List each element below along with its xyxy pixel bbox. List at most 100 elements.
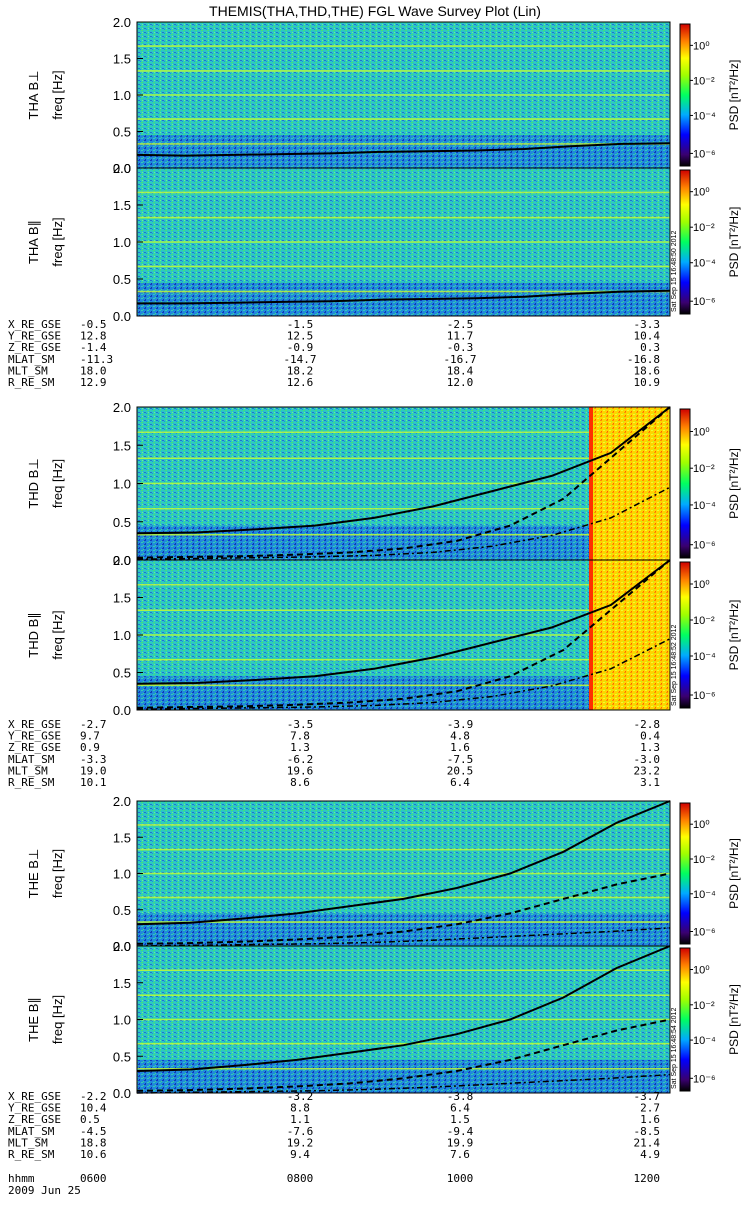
orbit-row-value: -6.2 (287, 753, 314, 766)
overlay-line-solid (137, 289, 671, 305)
colorbar-tick-label: 10⁻⁴ (693, 651, 716, 663)
orbit-row-value: -3.2 (287, 1090, 314, 1103)
overlay-line-dotdash (136, 486, 671, 560)
orbit-row-value: -8.5 (634, 1125, 661, 1138)
orbit-row-value: 0.9 (80, 741, 100, 754)
orbit-row-value: 1.1 (290, 1113, 310, 1126)
panel-yunit: freq [Hz] (50, 610, 65, 659)
overlay-line-solid (136, 406, 671, 535)
orbit-row-label: MLT_SM (8, 364, 48, 377)
orbit-row-value: -2.2 (80, 1090, 107, 1103)
orbit-row-value: 19.9 (447, 1136, 474, 1149)
orbit-row-label: R_RE_SM (8, 376, 55, 389)
spectrogram-panel-the-par: 0.0 0.5 1.0 1.5 2.0 THE B∥ freq [Hz] Sat Sep 15… (26, 939, 741, 1101)
y-tick-label: 1.5 (113, 198, 131, 213)
panel-ylabel: THE B∥ (26, 997, 41, 1042)
high-psd-edge (589, 407, 593, 560)
orbit-row-value: 10.4 (634, 330, 661, 343)
orbit-row-value: 21.4 (634, 1136, 661, 1149)
panel-ylabel: THA B⊥ (26, 71, 41, 120)
y-tick-label: 2.0 (113, 161, 131, 176)
orbit-row-value: -2.5 (447, 318, 474, 331)
y-tick-label: 0.5 (113, 903, 131, 918)
orbit-row-label: Z_RE_GSE (8, 341, 61, 354)
colorbar-tick-label: 10⁻² (693, 222, 715, 234)
colorbar-tick-label: 10⁰ (693, 426, 710, 438)
orbit-row-value: 0.3 (640, 341, 660, 354)
panel-timestamp: Sat Sep 15 16:48:52 2012 (671, 625, 678, 706)
y-tick-label: 1.0 (113, 867, 131, 882)
colorbar-label: PSD [nT²/Hz] (727, 207, 741, 278)
orbit-row-value: -3.3 (634, 318, 661, 331)
y-tick-label: 2.0 (113, 939, 131, 954)
y-tick-label: 2.0 (113, 15, 131, 30)
orbit-row-value: 19.0 (80, 764, 107, 777)
orbit-row-value: -0.5 (80, 318, 107, 331)
orbit-row-value: 18.6 (634, 364, 661, 377)
spectrogram-panel-tha-par: 0.0 0.5 1.0 1.5 2.0 THA B∥ freq [Hz] Sat Sep 15… (26, 161, 741, 324)
colorbar-label: PSD [nT²/Hz] (727, 448, 741, 519)
colorbar-tick-label: 10⁻² (693, 75, 715, 87)
colorbar-label: PSD [nT²/Hz] (727, 600, 741, 671)
y-tick-label: 1.0 (113, 88, 131, 103)
y-tick-label: 0.0 (113, 939, 131, 954)
y-tick-label: 0.0 (113, 309, 131, 324)
orbit-row-value: -2.7 (80, 718, 107, 731)
orbit-row-label: X_RE_GSE (8, 1090, 61, 1103)
overlay-line-solid (136, 800, 671, 926)
y-tick-label: 1.0 (113, 1013, 131, 1028)
orbit-row-label: MLAT_SM (8, 1125, 55, 1138)
y-tick-label: 0.0 (113, 703, 131, 718)
orbit-row-value: 8.8 (290, 1102, 310, 1115)
orbit-row-value: -3.3 (80, 753, 107, 766)
orbit-row-value: -3.7 (634, 1090, 661, 1103)
orbit-row-label: MLAT_SM (8, 753, 55, 766)
overlay-line-solid (136, 559, 671, 685)
colorbar (679, 408, 691, 559)
y-tick-label: 0.5 (113, 515, 131, 530)
colorbar-tick-label: 10⁰ (693, 579, 710, 591)
orbit-row-value: 1.6 (640, 1113, 660, 1126)
orbit-row-value: 20.5 (447, 764, 474, 777)
orbit-row-label: MLAT_SM (8, 353, 55, 366)
panel-yunit: freq [Hz] (50, 217, 65, 266)
panel-yunit: freq [Hz] (50, 849, 65, 898)
time-tick-label: 1000 (447, 1172, 474, 1185)
colorbar-tick-label: 10⁻⁴ (693, 258, 716, 270)
orbit-row-value: 4.9 (640, 1148, 660, 1161)
orbit-tables: X_RE_GSE -0.5 -1.5 -2.5 -3.3 Y_RE_GSE 12.8 12.5… (8, 318, 660, 1161)
orbit-row-value: -3.5 (287, 718, 314, 731)
orbit-row-label: MLT_SM (8, 1136, 48, 1149)
colorbar (679, 561, 691, 709)
overlay-line-solid (136, 142, 671, 157)
orbit-row-value: -11.3 (80, 353, 113, 366)
orbit-row-value: 19.2 (287, 1136, 314, 1149)
y-tick-label: 2.0 (113, 553, 131, 568)
colorbar-tick-label: 10⁻⁴ (693, 110, 716, 122)
orbit-row-label: R_RE_SM (8, 776, 55, 789)
orbit-row-value: 1.5 (450, 1113, 470, 1126)
orbit-row-value: -16.7 (443, 353, 476, 366)
y-tick-label: 1.5 (113, 830, 131, 845)
y-tick-label: 1.0 (113, 235, 131, 250)
time-tick-label: 1200 (634, 1172, 661, 1185)
orbit-row-value: -4.5 (80, 1125, 107, 1138)
y-tick-label: 2.0 (113, 794, 131, 809)
colorbar-tick-label: 10⁻⁶ (693, 540, 716, 552)
y-tick-label: 0.0 (113, 553, 131, 568)
time-tick-label: 0600 (80, 1172, 107, 1185)
orbit-row-value: 10.4 (80, 1102, 107, 1115)
colorbar-tick-label: 10⁻² (693, 1000, 715, 1012)
orbit-row-value: 23.2 (634, 764, 661, 777)
orbit-row-value: 18.2 (287, 364, 314, 377)
orbit-row-value: 12.6 (287, 376, 314, 389)
y-tick-label: 0.5 (113, 125, 131, 140)
y-tick-label: 0.5 (113, 272, 131, 287)
orbit-row-value: 8.6 (290, 776, 310, 789)
high-psd-region (590, 407, 670, 560)
orbit-row-value: 1.3 (640, 741, 660, 754)
panel-ylabel: THE B⊥ (26, 849, 41, 899)
orbit-row-value: 12.9 (80, 376, 107, 389)
colorbar (679, 947, 691, 1092)
